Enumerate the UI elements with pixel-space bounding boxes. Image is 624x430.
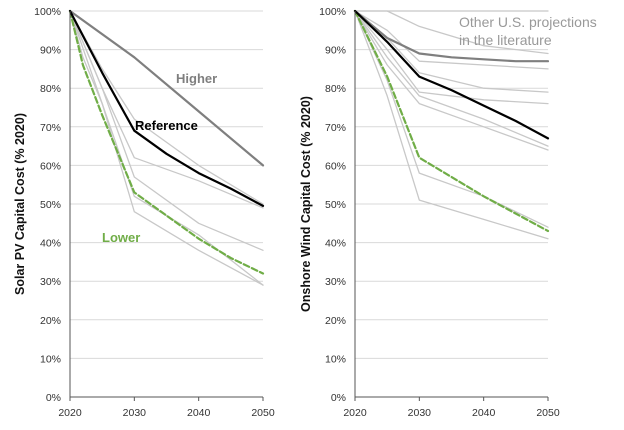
y-tick-label: 60% <box>40 160 61 172</box>
literature-series-line <box>354 10 549 55</box>
y-tick-label: 0% <box>331 392 346 404</box>
y-tick-label: 60% <box>325 160 346 172</box>
y-tick-label: 10% <box>325 353 346 365</box>
literature-series-line <box>354 10 549 228</box>
annotation-literature-line-2: in the literature <box>459 32 552 48</box>
x-tick-label: 2020 <box>343 407 367 419</box>
reference-series-line <box>68 9 265 207</box>
y-tick-label: 70% <box>325 122 346 134</box>
y-tick-label: 40% <box>40 238 61 250</box>
y-axis-title: Solar PV Capital Cost (% 2020) <box>13 113 27 295</box>
y-tick-label: 100% <box>319 6 346 18</box>
literature-series-line <box>69 10 264 286</box>
y-tick-label: 100% <box>34 6 61 18</box>
y-tick-label: 0% <box>46 392 61 404</box>
y-tick-label: 80% <box>40 83 61 95</box>
y-tick-label: 30% <box>40 276 61 288</box>
y-tick-label: 20% <box>40 315 61 327</box>
literature-series-line <box>69 10 264 286</box>
x-tick-label: 2030 <box>123 407 147 419</box>
y-tick-label: 90% <box>325 45 346 57</box>
literature-series-line <box>354 10 549 105</box>
y-axis-title: Onshore Wind Capital Cost (% 2020) <box>299 96 313 312</box>
y-tick-label: 50% <box>40 199 61 211</box>
annotation-literature-line-1: Other U.S. projections <box>459 14 597 30</box>
x-tick-label: 2020 <box>58 407 82 419</box>
x-tick-label: 2050 <box>536 407 560 419</box>
higher-series-line <box>353 9 550 63</box>
literature-series-line <box>354 10 549 240</box>
y-tick-label: 70% <box>40 122 61 134</box>
lower-series-line <box>353 9 550 233</box>
y-tick-label: 10% <box>40 353 61 365</box>
annotation-lower: Lower <box>102 230 140 245</box>
y-tick-label: 80% <box>325 83 346 95</box>
literature-series-line <box>69 10 264 209</box>
annotation-reference: Reference <box>135 118 198 133</box>
literature-series-line <box>354 10 549 151</box>
y-tick-label: 20% <box>325 315 346 327</box>
x-tick-label: 2050 <box>251 407 275 419</box>
onshore-wind-panel: 0% 10% 20% 30% 40% 50% 60% 70% 80% 90% 100% 2020 203… <box>299 6 597 419</box>
solar-pv-panel: 0% 10% 20% 30% 40% 50% 60% 70% 80% 90% 100% 2020 203… <box>13 6 275 419</box>
y-tick-label: 90% <box>40 45 61 57</box>
x-tick-label: 2030 <box>408 407 432 419</box>
x-tick-label: 2040 <box>472 407 496 419</box>
lower-series-line <box>68 9 265 275</box>
literature-series-line <box>69 10 264 205</box>
y-tick-label: 40% <box>325 238 346 250</box>
literature-series-line <box>354 10 549 147</box>
literature-series-line <box>354 10 549 70</box>
annotation-higher: Higher <box>176 71 217 86</box>
reference-series-line <box>353 9 550 140</box>
higher-series-line <box>68 9 265 167</box>
x-tick-label: 2040 <box>187 407 211 419</box>
y-tick-label: 50% <box>325 199 346 211</box>
y-tick-label: 30% <box>325 276 346 288</box>
